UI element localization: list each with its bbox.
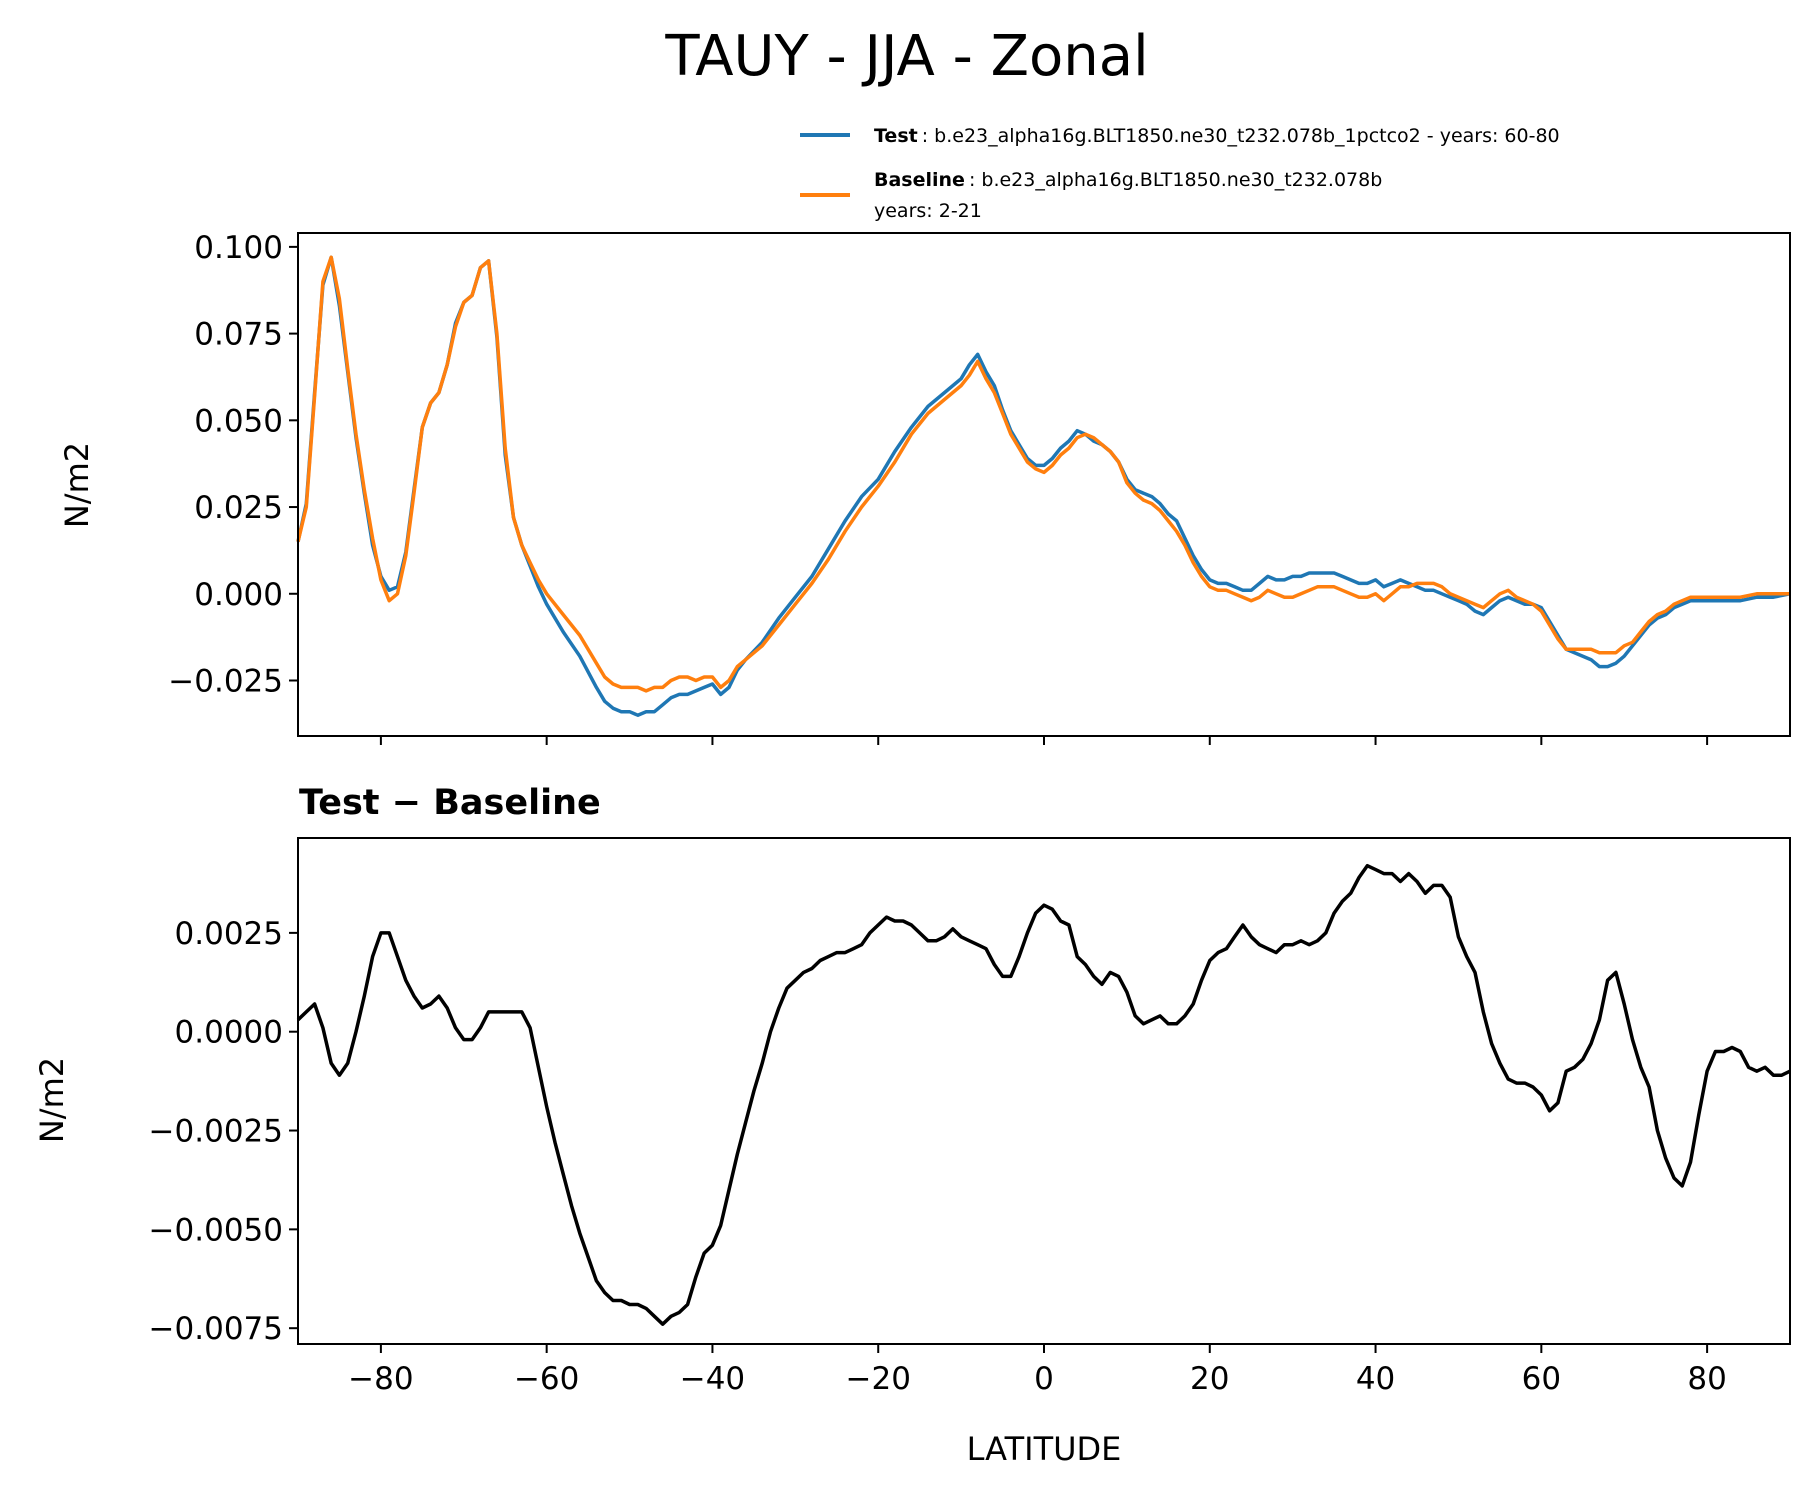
bottom-x-tick-label: 80 — [1687, 1361, 1726, 1397]
bottom-x-tick-label: 20 — [1190, 1361, 1229, 1397]
top-y-tick-label: 0.050 — [194, 403, 283, 439]
legend-baseline-years: years: 2-21 — [874, 200, 982, 222]
legend-test-text: : b.e23_alpha16g.BLT1850.ne30_t232.078b_… — [922, 125, 1560, 147]
top-y-tick-label: 0.000 — [194, 577, 283, 613]
bottom-y-tick-label: −0.0075 — [149, 1311, 283, 1347]
bottom-y-tick-label: −0.0050 — [149, 1212, 283, 1248]
top-y-tick-label: −0.025 — [168, 663, 283, 699]
legend-test-label: Test — [874, 125, 918, 147]
bottom-y-tick-label: 0.0000 — [175, 1015, 283, 1051]
legend-test-entry: Test: b.e23_alpha16g.BLT1850.ne30_t232.0… — [874, 125, 1560, 147]
bottom-x-tick-label: 40 — [1356, 1361, 1395, 1397]
bottom-y-tick-label: 0.0025 — [175, 916, 283, 952]
top-y-tick-label: 0.025 — [194, 490, 283, 526]
bottom-x-tick-label: −80 — [348, 1361, 413, 1397]
bottom-series-group — [296, 863, 1791, 1326]
legend-baseline-label: Baseline — [874, 169, 965, 191]
top-y-tick-label: 0.075 — [194, 317, 283, 353]
bottom-series-line-difference — [296, 863, 1791, 1326]
bottom-x-tick-label: −40 — [680, 1361, 745, 1397]
bottom-x-tick-label: −20 — [846, 1361, 911, 1397]
top-series-group — [296, 255, 1791, 717]
top-plot-frame — [297, 232, 1791, 737]
figure-title: TAUY - JJA - Zonal — [664, 24, 1148, 89]
bottom-x-tick-label: −60 — [514, 1361, 579, 1397]
bottom-y-axis-label: N/m2 — [33, 1057, 71, 1143]
bottom-x-tick-label: 0 — [1034, 1361, 1054, 1397]
bottom-tick-group: −0.0075 −0.0050 −0.0025 0.0000 0.0025 −80 −60 −… — [149, 916, 1727, 1397]
top-series-line-baseline — [296, 255, 1790, 693]
bottom-plot-frame — [297, 837, 1791, 1345]
legend-baseline-text: : b.e23_alpha16g.BLT1850.ne30_t232.078b — [969, 169, 1382, 191]
top-y-axis-label: N/m2 — [58, 442, 96, 528]
top-y-tick-label: 0.100 — [194, 230, 283, 266]
x-axis-label: LATITUDE — [967, 1430, 1122, 1468]
legend: Test: b.e23_alpha16g.BLT1850.ne30_t232.0… — [800, 125, 1560, 222]
difference-panel-title: Test − Baseline — [299, 783, 601, 823]
top-tick-group: −0.025 0.000 0.025 0.050 0.075 0.100 — [168, 230, 1709, 745]
bottom-x-tick-label: 60 — [1522, 1361, 1561, 1397]
top-panel: −0.025 0.000 0.025 0.050 0.075 0.100 N/m2 — [58, 230, 1791, 745]
legend-baseline-entry: Baseline: b.e23_alpha16g.BLT1850.ne30_t2… — [874, 169, 1382, 191]
bottom-y-tick-label: −0.0025 — [149, 1114, 283, 1150]
bottom-panel: Test − Baseline −0.0075 −0.0050 −0.0025 0.0… — [33, 783, 1791, 1468]
